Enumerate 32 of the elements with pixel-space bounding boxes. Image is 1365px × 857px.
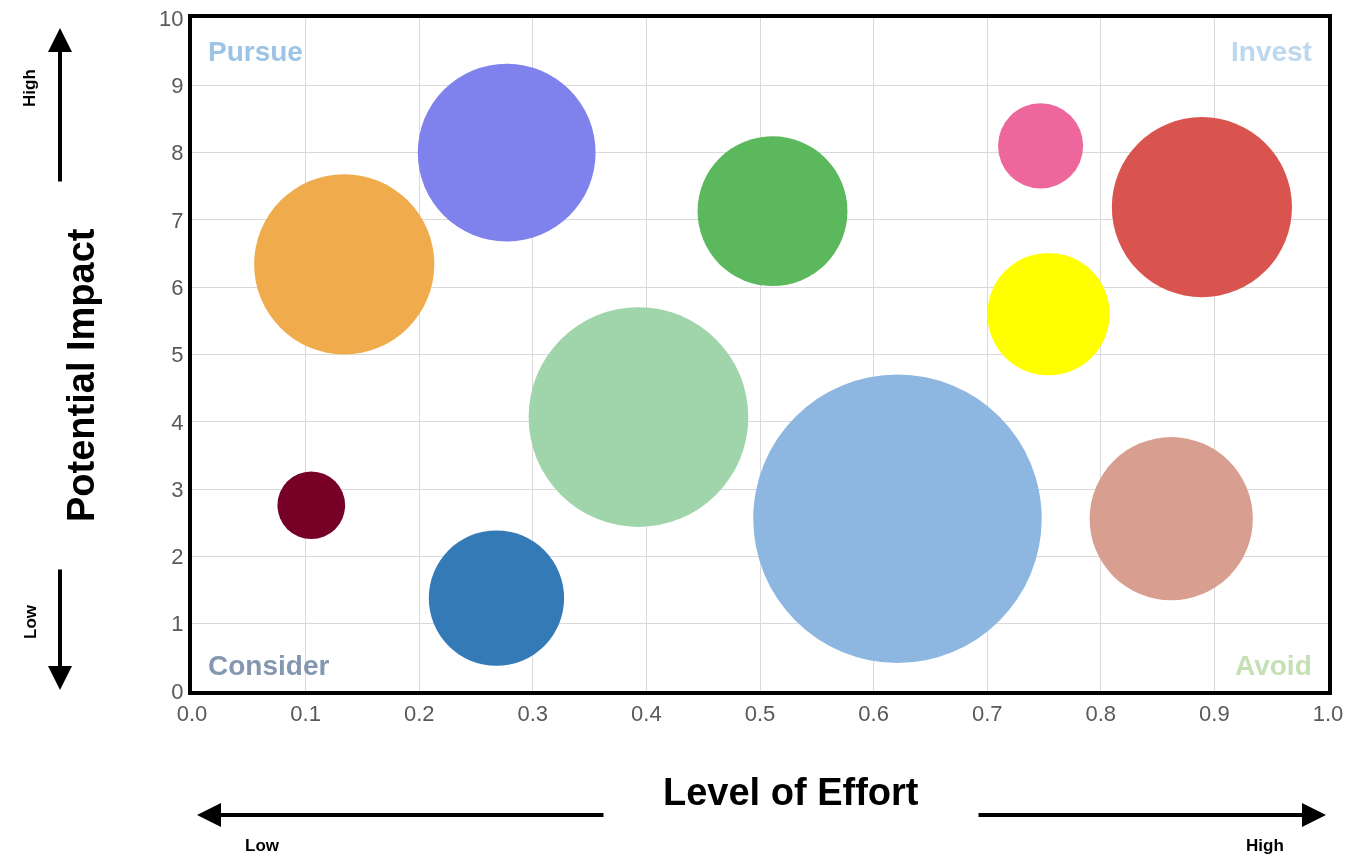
annotation: Consider	[208, 650, 330, 681]
x-tick-label: 0.4	[631, 701, 662, 727]
x-tick-label: 0.1	[290, 701, 321, 727]
y-tick-label: 9	[171, 73, 184, 98]
annotation: Avoid	[1235, 650, 1312, 681]
y-tick-label: 2	[171, 544, 184, 570]
annotation: Invest	[1231, 36, 1312, 67]
x-tick-label: 1.0	[1312, 701, 1344, 727]
y-tick-label: 5	[171, 342, 184, 368]
text: Low	[245, 836, 280, 855]
y-tick-label: 10	[159, 5, 184, 31]
x-tick-label: 0.8	[1085, 701, 1117, 727]
text: High	[1246, 836, 1284, 855]
y-tick-label: 4	[171, 409, 184, 435]
x-tick-label: 0.7	[971, 701, 1003, 727]
text: Low	[21, 604, 40, 639]
x-tick-label: 0.5	[744, 701, 776, 727]
x-tick-label: 0.6	[858, 701, 889, 727]
text: High	[20, 69, 39, 107]
y-tick-label: 1	[171, 611, 184, 637]
x-tick-label: 0.0	[176, 701, 208, 727]
y-axis-title: Potential Impact	[60, 228, 102, 522]
y-tick-label: 3	[171, 476, 184, 502]
x-tick-label: 0.9	[1199, 701, 1230, 727]
annotation: Pursue	[208, 36, 303, 67]
y-tick-label: 6	[171, 274, 184, 300]
y-tick-label: 8	[171, 140, 184, 166]
y-tick-label: 7	[171, 207, 184, 233]
x-tick-label: 0.2	[403, 701, 435, 727]
y-tick-label: 0	[171, 678, 184, 704]
x-tick-label: 0.3	[517, 701, 549, 727]
x-axis-title: Level of Effort	[663, 771, 919, 813]
